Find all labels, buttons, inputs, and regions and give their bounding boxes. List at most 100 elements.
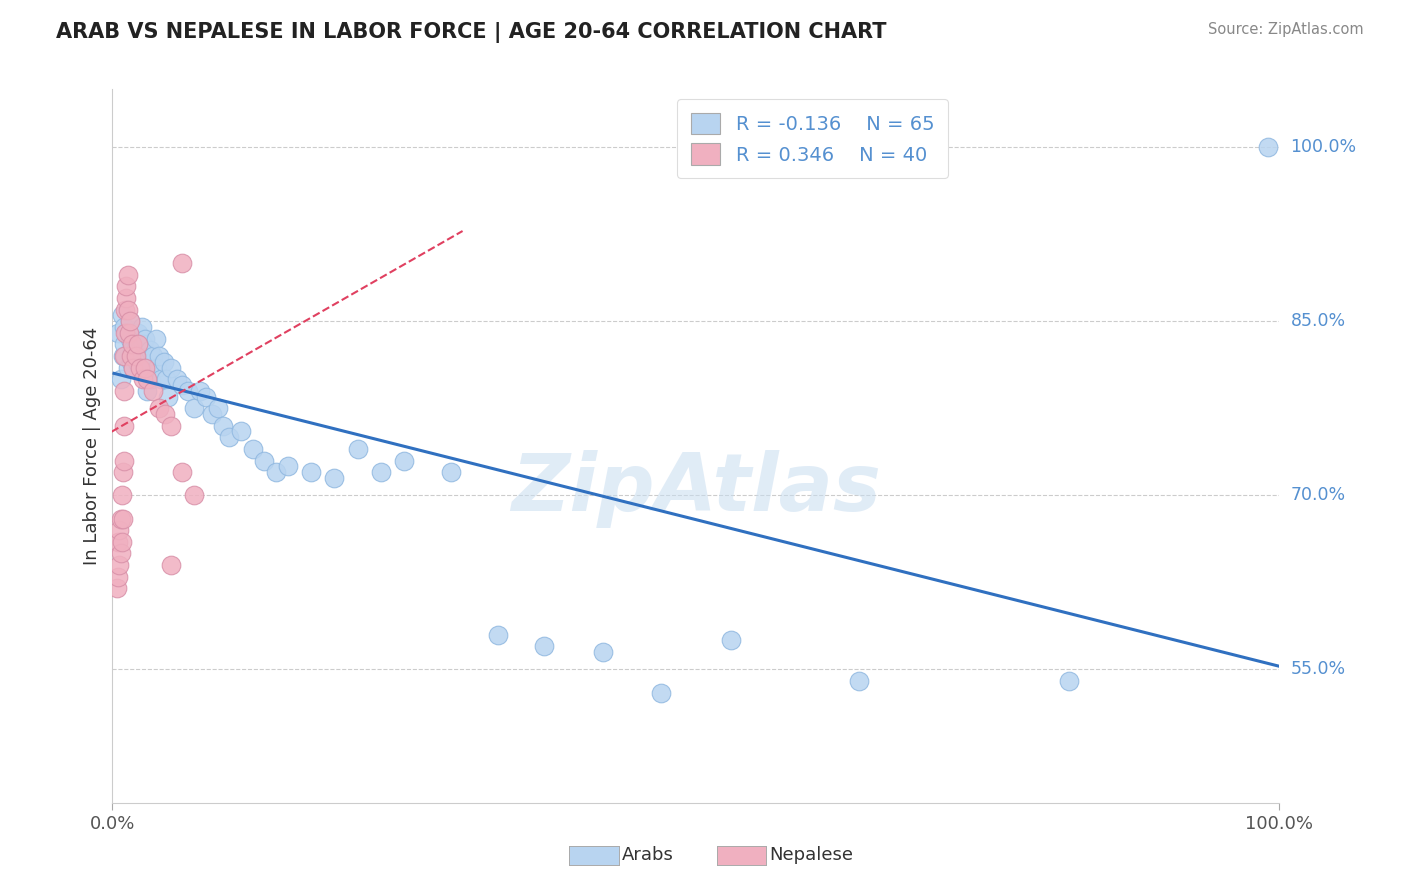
Point <box>139 372 162 386</box>
Point <box>108 558 131 572</box>
Point <box>131 320 153 334</box>
Point <box>110 372 132 386</box>
Point <box>115 326 138 340</box>
Point <box>127 326 149 340</box>
Point <box>134 360 156 375</box>
Point <box>253 453 276 467</box>
Point <box>323 471 346 485</box>
Point <box>183 488 205 502</box>
Point <box>129 360 152 375</box>
Point <box>120 355 142 369</box>
Point <box>533 639 555 653</box>
Point <box>183 401 205 416</box>
Point <box>160 558 183 572</box>
Point <box>120 349 142 363</box>
Point <box>148 349 170 363</box>
Point <box>392 453 416 467</box>
Point <box>128 343 150 358</box>
Point <box>201 407 224 421</box>
Point <box>155 372 177 386</box>
Point <box>229 425 252 439</box>
Point <box>1059 673 1081 688</box>
Point <box>117 268 139 282</box>
Point <box>125 355 148 369</box>
Point <box>107 569 129 583</box>
Point <box>111 465 134 479</box>
Point <box>1257 140 1279 154</box>
Point <box>114 302 136 317</box>
Point <box>118 332 141 346</box>
Text: 100.0%: 100.0% <box>1291 138 1357 156</box>
Point <box>127 337 149 351</box>
Point <box>112 349 135 363</box>
Point <box>114 349 136 363</box>
Point <box>166 372 188 386</box>
Point <box>111 511 134 525</box>
Point <box>172 256 194 270</box>
Point <box>132 355 155 369</box>
Text: Source: ZipAtlas.com: Source: ZipAtlas.com <box>1208 22 1364 37</box>
Point <box>160 418 183 433</box>
Point <box>142 384 165 398</box>
Point <box>112 337 135 351</box>
Point <box>112 384 135 398</box>
Point <box>122 360 145 375</box>
Point <box>117 360 139 375</box>
Point <box>172 465 194 479</box>
Point <box>153 355 176 369</box>
Point <box>121 343 143 358</box>
Y-axis label: In Labor Force | Age 20-64: In Labor Force | Age 20-64 <box>83 326 101 566</box>
Point <box>370 465 392 479</box>
Text: ZipAtlas: ZipAtlas <box>510 450 882 528</box>
Point <box>108 523 131 537</box>
Point <box>207 401 229 416</box>
Point <box>299 465 322 479</box>
Point <box>112 320 135 334</box>
Point <box>114 326 136 340</box>
Point <box>136 372 159 386</box>
Point <box>720 633 742 648</box>
Point <box>276 459 298 474</box>
Point <box>125 337 148 351</box>
Point <box>145 332 167 346</box>
Point <box>107 326 129 340</box>
Point <box>440 465 463 479</box>
Point <box>134 332 156 346</box>
Point <box>132 372 155 386</box>
Point <box>346 442 368 456</box>
Point <box>218 430 240 444</box>
Point <box>111 488 134 502</box>
Point <box>115 279 138 293</box>
Point <box>122 360 145 375</box>
Point <box>121 337 143 351</box>
Point <box>118 314 141 328</box>
Point <box>142 349 165 363</box>
Point <box>212 418 235 433</box>
Point <box>117 302 139 317</box>
Point <box>110 511 132 525</box>
Point <box>242 442 264 456</box>
Point <box>153 407 176 421</box>
Point <box>146 360 169 375</box>
Point <box>138 360 160 375</box>
Point <box>110 546 132 560</box>
Point <box>194 390 217 404</box>
Point <box>125 349 148 363</box>
Point <box>118 326 141 340</box>
Point <box>132 337 155 351</box>
Point <box>157 390 180 404</box>
Text: ARAB VS NEPALESE IN LABOR FORCE | AGE 20-64 CORRELATION CHART: ARAB VS NEPALESE IN LABOR FORCE | AGE 20… <box>56 22 887 44</box>
Point <box>848 673 870 688</box>
Point <box>118 314 141 328</box>
Point <box>112 453 135 467</box>
Point <box>172 378 194 392</box>
Point <box>148 401 170 416</box>
Point <box>592 645 614 659</box>
Point <box>112 418 135 433</box>
Point <box>650 685 672 699</box>
Point <box>111 349 134 363</box>
Point <box>160 360 183 375</box>
Point <box>136 384 159 398</box>
Point <box>139 343 162 358</box>
Point <box>111 534 134 549</box>
